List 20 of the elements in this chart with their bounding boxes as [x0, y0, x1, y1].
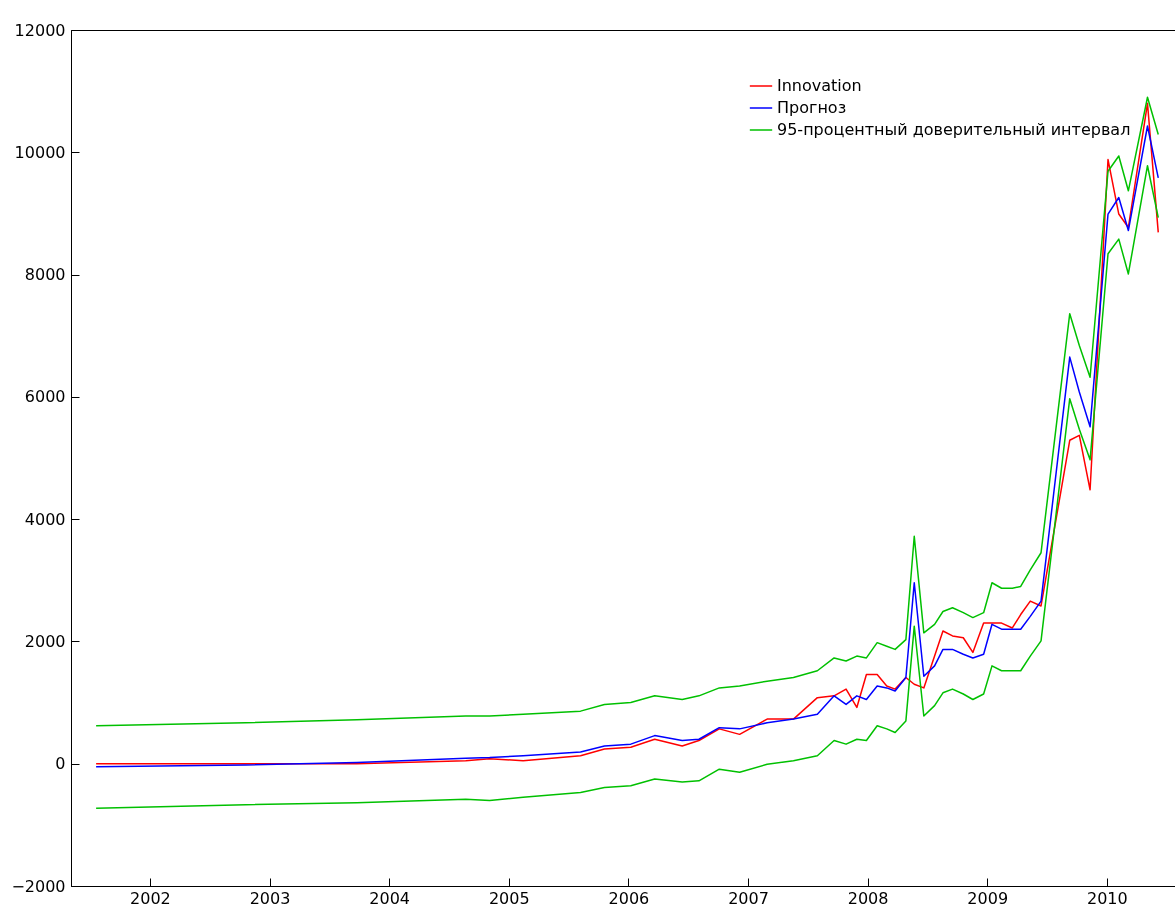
y-tick-label: 12000	[14, 20, 66, 40]
x-tick-label: 2007	[728, 888, 769, 908]
y-tick-label: 6000	[24, 387, 66, 407]
y-tick-label: 8000	[24, 265, 66, 285]
x-tick-label: 2003	[249, 888, 291, 908]
x-tick-label: 2004	[369, 888, 411, 908]
x-tick-label: 2010	[1086, 888, 1128, 908]
legend-label: Прогноз	[777, 98, 847, 117]
x-tick-label: 2005	[488, 888, 530, 908]
x-tick-label: 2002	[130, 888, 171, 908]
legend-label: Innovation	[777, 76, 862, 95]
x-tick-label: 2009	[967, 888, 1009, 908]
y-tick-label: 10000	[14, 142, 66, 162]
y-tick-label: 4000	[24, 509, 66, 529]
y-tick-label: 0	[55, 754, 66, 774]
legend-label: 95-процентный доверительный интервал	[777, 120, 1131, 139]
x-tick-label: 2006	[608, 888, 650, 908]
x-tick-label: 2008	[847, 888, 889, 908]
y-tick-label: −2000	[11, 876, 66, 896]
y-tick-label: 2000	[24, 631, 66, 651]
